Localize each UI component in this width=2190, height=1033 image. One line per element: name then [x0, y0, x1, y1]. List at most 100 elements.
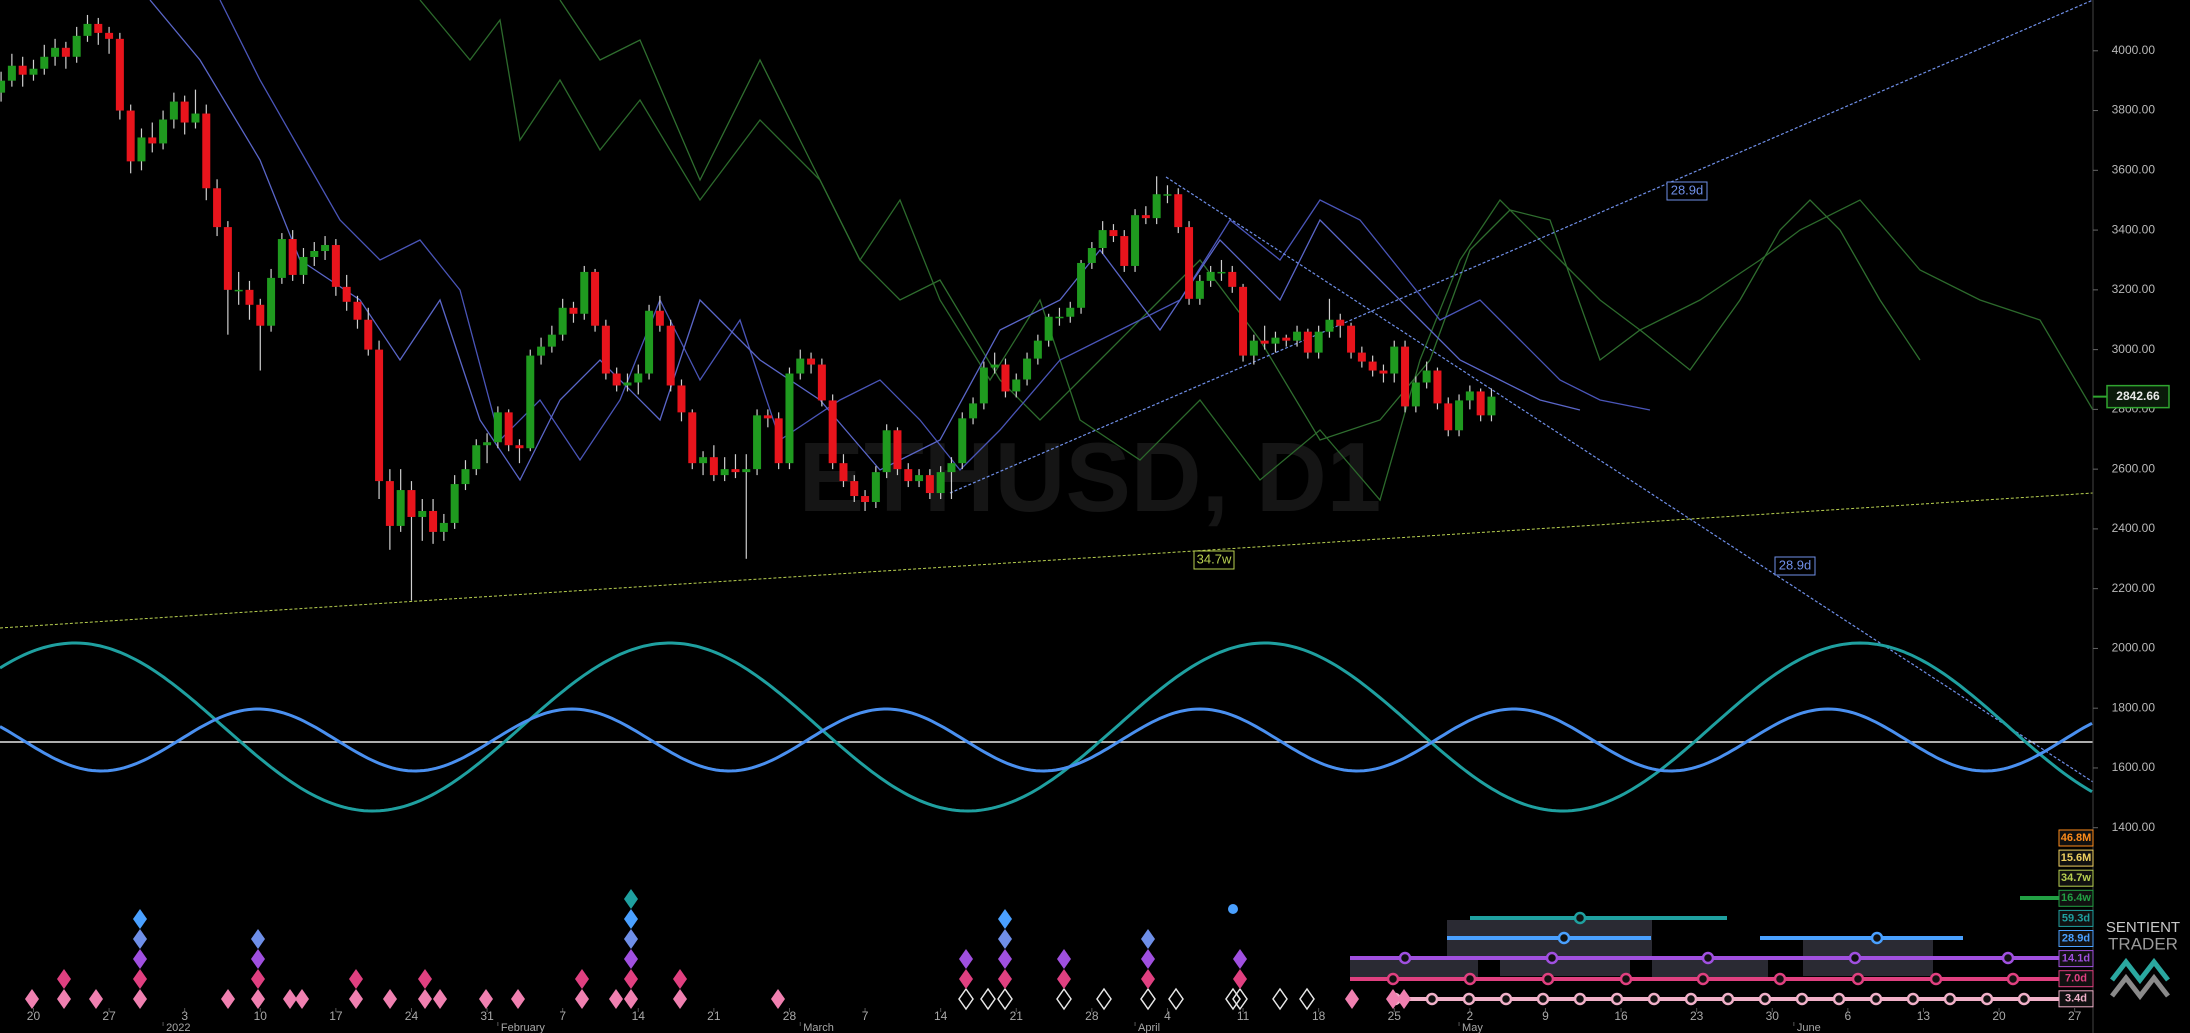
candle-body — [1336, 319, 1345, 326]
cycle-node — [1536, 992, 1550, 1006]
candle-body — [245, 289, 254, 305]
cycle-marker — [575, 969, 589, 989]
candle-body — [1390, 346, 1399, 374]
y-tick-label: 2400.00 — [2112, 521, 2156, 535]
month-label: May — [1462, 1022, 1483, 1033]
candle-body — [1141, 215, 1150, 219]
candle-body — [1357, 352, 1366, 362]
candle-body — [1249, 340, 1258, 356]
candle-body — [1066, 307, 1075, 317]
x-tick-label: 14 — [632, 1009, 646, 1023]
cycle-node — [1943, 992, 1957, 1006]
cycle-legend-label: 3.4d — [2065, 993, 2087, 1005]
cycle-marker — [958, 987, 974, 1011]
y-tick-label: 3800.00 — [2112, 103, 2156, 117]
candle-body — [1314, 331, 1323, 353]
cycle-node — [1647, 992, 1661, 1006]
candle-body — [0, 80, 6, 93]
candle-body — [817, 364, 826, 401]
candle-body — [915, 475, 924, 482]
candle-body — [461, 469, 470, 485]
candle-body — [310, 251, 319, 257]
cycle-node — [1425, 992, 1439, 1006]
cycle-node — [1696, 972, 1710, 986]
candle-body — [1293, 331, 1302, 341]
candle-body — [159, 119, 168, 144]
cycle-legend-label: 15.6M — [2061, 852, 2092, 864]
candle-body — [407, 490, 416, 517]
candle-body — [1206, 271, 1215, 281]
x-tick-label: 17 — [329, 1009, 343, 1023]
cycle-legend-box — [2058, 950, 2094, 968]
cycle-marker — [25, 989, 39, 1009]
candle-body — [1131, 215, 1140, 266]
x-tick-label: 28 — [783, 1009, 797, 1023]
cycle-node — [1499, 992, 1513, 1006]
candle-body — [1098, 230, 1107, 249]
candle-body — [148, 137, 157, 144]
fld-line — [419, 0, 2094, 502]
cycle-marker — [251, 929, 265, 949]
cycle-marker — [418, 989, 432, 1009]
cycle-marker — [251, 989, 265, 1009]
candle-body — [61, 47, 70, 57]
candle-body — [51, 47, 60, 57]
candle-body — [990, 364, 999, 368]
x-tick-label: 6 — [1845, 1009, 1852, 1023]
candle-body — [105, 32, 114, 39]
candle-body — [1303, 331, 1312, 353]
cycle-marker — [433, 989, 447, 1009]
month-label: April — [1138, 1022, 1160, 1033]
candle-body — [1379, 370, 1388, 374]
candle-body — [731, 469, 740, 473]
candle-body — [709, 457, 718, 476]
cycle-node — [1870, 931, 1884, 945]
cycle-marker — [1232, 987, 1248, 1011]
candle-body — [1401, 346, 1410, 407]
cycle-marker — [1141, 969, 1155, 989]
cycle-marker — [1096, 987, 1112, 1011]
cycle-marker — [295, 989, 309, 1009]
cycle-legend-box — [2058, 889, 2094, 907]
cycle-marker — [959, 949, 973, 969]
cycle-marker — [283, 989, 297, 1009]
cycle-node — [1619, 972, 1633, 986]
candle-body — [1260, 340, 1269, 344]
candle-body — [1411, 382, 1420, 407]
x-tick-label: 31 — [480, 1009, 494, 1023]
cycle-legend-box — [2058, 849, 2094, 867]
candle-body — [342, 286, 351, 302]
candle-body — [18, 65, 27, 75]
y-tick-label: 4000.00 — [2112, 43, 2156, 57]
cycle-node — [1573, 992, 1587, 1006]
cycle-legend-box — [2058, 930, 2094, 947]
candle-body — [234, 289, 243, 292]
candle-body — [29, 68, 38, 75]
annotation-box — [1774, 556, 1816, 576]
candle-body — [1325, 319, 1334, 332]
candle-body — [1152, 194, 1161, 219]
fld-line — [149, 0, 1581, 482]
candle-body — [688, 412, 697, 464]
cycle-marker — [1141, 949, 1155, 969]
candle-body — [385, 481, 394, 526]
x-tick-label: 16 — [1614, 1009, 1628, 1023]
cycle-marker — [251, 969, 265, 989]
candle-body — [904, 469, 913, 482]
cycle-node — [1545, 951, 1559, 965]
cycle-marker — [1141, 929, 1155, 949]
cycle-block — [1350, 958, 1478, 980]
cycle-node — [1610, 992, 1624, 1006]
cycle-marker — [349, 969, 363, 989]
candle-body — [1023, 358, 1032, 380]
candle-body — [828, 400, 837, 464]
candle-body — [979, 367, 988, 404]
cycle-marker — [133, 929, 147, 949]
candle-body — [720, 469, 729, 476]
candle-body — [331, 245, 340, 287]
cycle-marker — [1386, 989, 1400, 1009]
x-tick-label: 20 — [1992, 1009, 2006, 1023]
cycle-marker — [771, 989, 785, 1009]
cycle-node — [1758, 992, 1772, 1006]
